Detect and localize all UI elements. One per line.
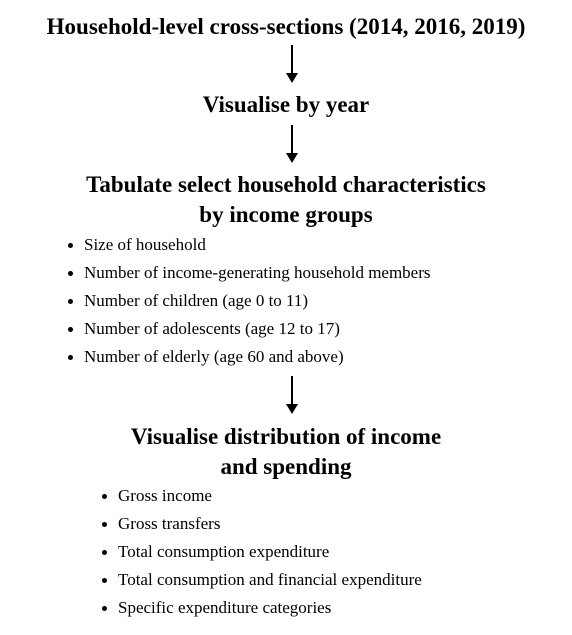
step-3-title-line-2: by income groups [0, 200, 572, 229]
bullet-icon [68, 299, 73, 304]
bullet-icon [102, 494, 107, 499]
bullet-icon [102, 578, 107, 583]
list-item: Number of children (age 0 to 11) [66, 287, 431, 315]
step-4-title-line-1: Visualise distribution of income [0, 422, 572, 451]
step-4-title-line-2: and spending [0, 452, 572, 481]
bullet-icon [68, 243, 73, 248]
bullet-icon [102, 606, 107, 611]
arrow-1-icon [286, 45, 298, 83]
arrow-2-icon [286, 125, 298, 163]
list-item: Specific expenditure categories [100, 594, 422, 622]
step-3-title-line-1: Tabulate select household characteristic… [0, 170, 572, 199]
bullet-icon [102, 550, 107, 555]
list-item: Size of household [66, 231, 431, 259]
bullet-icon [68, 327, 73, 332]
list-item: Gross transfers [100, 510, 422, 538]
list-item: Gross income [100, 482, 422, 510]
bullet-icon [68, 355, 73, 360]
arrow-3-icon [286, 376, 298, 414]
step-4-distribution-list: Gross income Gross transfers Total consu… [100, 482, 422, 622]
list-item: Number of elderly (age 60 and above) [66, 343, 431, 371]
step-1-title: Household-level cross-sections (2014, 20… [0, 12, 572, 41]
list-item: Total consumption expenditure [100, 538, 422, 566]
bullet-icon [102, 522, 107, 527]
bullet-icon [68, 271, 73, 276]
list-item: Total consumption and financial expendit… [100, 566, 422, 594]
step-2-title: Visualise by year [0, 90, 572, 119]
step-3-characteristics-list: Size of household Number of income-gener… [66, 231, 431, 371]
list-item: Number of income-generating household me… [66, 259, 431, 287]
list-item: Number of adolescents (age 12 to 17) [66, 315, 431, 343]
